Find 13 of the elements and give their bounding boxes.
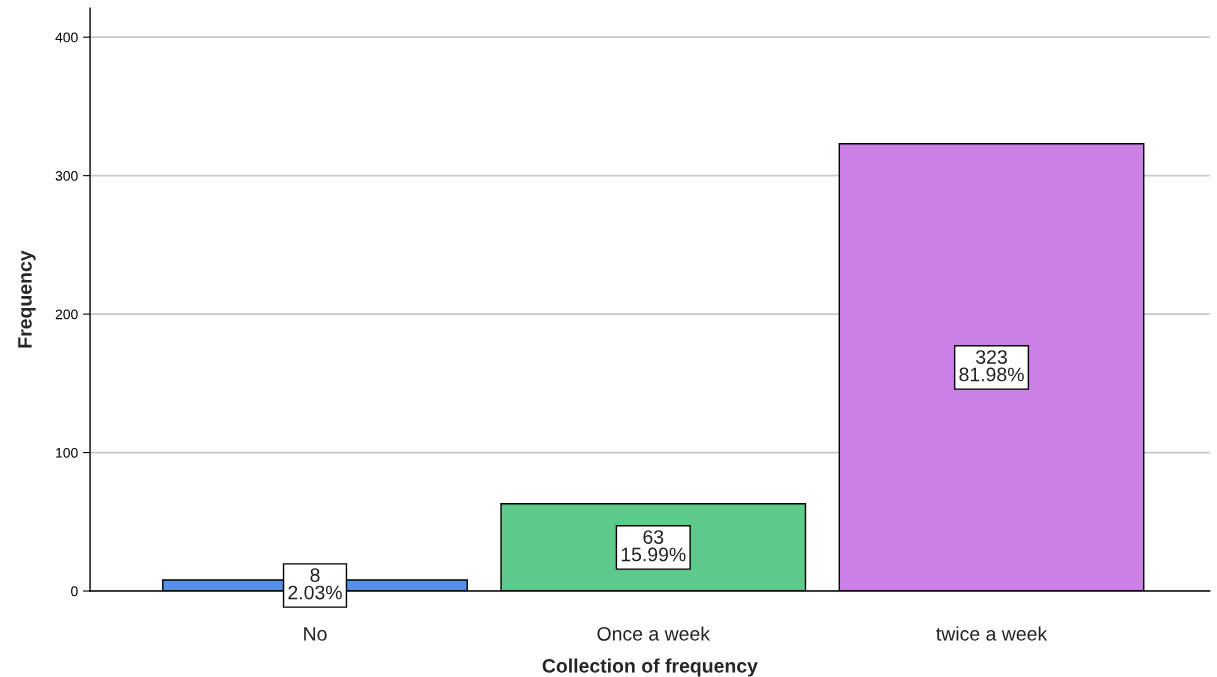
y-tick-label: 400 [55,32,78,43]
x-tick-label: No [304,627,327,641]
y-tick-label: 0 [71,586,78,597]
x-tick-label: twice a week [936,626,1048,641]
x-axis-title: Collection of frequency [542,658,758,677]
data-label: 8 2.03% [288,568,342,600]
y-tick-label: 100 [56,447,78,458]
y-tick-label: 200 [55,309,78,320]
data-label: 63 15.99% [621,530,686,562]
x-tick-label: Once a week [597,626,711,641]
data-label: 323 81.98% [959,350,1024,382]
y-tick-label: 300 [55,170,78,181]
y-axis-title: Frequency [18,250,36,348]
